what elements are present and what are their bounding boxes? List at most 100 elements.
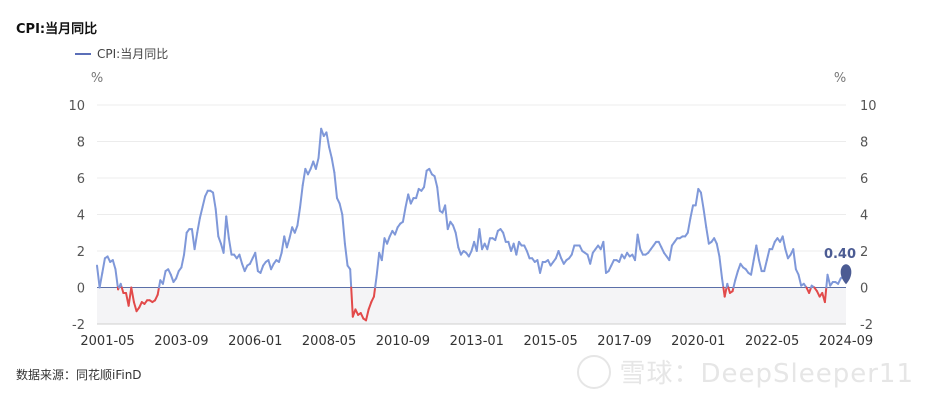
negative-band [97, 287, 846, 324]
line-segment [386, 235, 391, 245]
line-segment [359, 312, 365, 320]
line-segment [660, 246, 666, 254]
line-segment [446, 220, 452, 231]
line-segment [478, 228, 484, 251]
line-segment [415, 187, 420, 200]
line-segment [515, 240, 520, 256]
line-segment [636, 233, 642, 251]
y-unit-left: % [91, 71, 103, 86]
y-tick-label-right: -2 [860, 318, 873, 333]
y-tick-label-left: 10 [68, 99, 85, 114]
line-segment [267, 259, 273, 271]
line-segment [222, 215, 228, 254]
line-segment [335, 197, 341, 205]
line-segment [161, 270, 167, 285]
x-tick-label: 2017-09 [597, 334, 651, 349]
x-tick-label: 2010-09 [376, 334, 430, 349]
line-segment [494, 229, 499, 242]
line-segment [837, 277, 842, 285]
line-segment [467, 250, 473, 258]
end-marker[interactable]: 0.40 [824, 247, 856, 285]
line-segment [657, 240, 663, 249]
line-segment [198, 206, 204, 220]
y-tick-label-right: 8 [860, 136, 868, 151]
line-segment [204, 189, 209, 198]
line-segment [689, 204, 695, 220]
line-segment [639, 248, 644, 256]
line-segment [757, 259, 763, 273]
end-point-marker[interactable] [840, 264, 852, 285]
line-segment [314, 156, 320, 170]
line-segment [175, 270, 180, 280]
line-segment [96, 264, 101, 289]
line-segment [259, 264, 265, 274]
line-segment [243, 264, 249, 273]
line-segment [486, 237, 491, 251]
line-segment [502, 231, 507, 243]
line-segment [280, 235, 286, 254]
line-segment [765, 248, 771, 262]
line-segment [618, 253, 623, 263]
line-segment [238, 253, 244, 265]
line-segment [227, 237, 233, 256]
line-segment [715, 242, 721, 258]
data-source: 数据来源：同花顺iFinD [16, 368, 142, 382]
line-segment [713, 237, 718, 245]
line-segment [277, 251, 283, 263]
line-segment [702, 208, 708, 229]
line-segment [797, 273, 803, 287]
line-segment [111, 259, 117, 271]
line-segment [523, 244, 528, 252]
y-tick-label-right: 6 [860, 172, 868, 187]
line-segment [196, 217, 201, 234]
line-segment [589, 251, 594, 265]
y-tick-label-left: 8 [77, 136, 85, 151]
line-segment [436, 186, 441, 212]
y-tick-label-right: 2 [860, 245, 868, 260]
y-tick-label-left: 4 [77, 209, 85, 224]
line-segment [201, 195, 207, 209]
line-segment [270, 262, 275, 271]
line-segment [525, 250, 531, 260]
line-segment [317, 127, 323, 159]
line-segment [349, 268, 353, 289]
line-segment [320, 127, 325, 138]
line-segment [781, 235, 787, 251]
line-segment [570, 244, 576, 256]
line-segment [375, 251, 381, 278]
line-segment [254, 251, 259, 273]
line-segment [156, 286, 160, 296]
line-segment [106, 255, 112, 263]
line-segment [193, 231, 199, 251]
line-segment [578, 244, 584, 252]
line-segment [354, 308, 360, 316]
line-segment [394, 226, 399, 236]
x-tick-label: 2013-01 [450, 334, 504, 349]
line-segment [293, 224, 299, 234]
x-tick-label: 2015-05 [523, 334, 577, 349]
chart-legend[interactable]: CPI:当月同比 [75, 45, 168, 62]
line-segment [823, 286, 828, 304]
legend-swatch [75, 52, 91, 55]
x-tick-label: 2020-01 [671, 334, 725, 349]
y-axis-left: -2 0 2 4 6 8 10 [68, 99, 85, 333]
line-segment [792, 248, 797, 271]
line-segment [686, 217, 692, 234]
line-segment [98, 271, 104, 289]
line-segment [285, 237, 291, 249]
line-segment [401, 206, 407, 223]
line-segment [718, 255, 724, 280]
x-tick-label: 2001-05 [80, 334, 134, 349]
line-segment [539, 260, 544, 274]
line-segment [169, 273, 175, 284]
line-segment [380, 237, 386, 262]
line-segment [634, 233, 639, 262]
line-segment [130, 286, 135, 304]
line-segment [167, 268, 172, 276]
series-cpi[interactable] [96, 127, 847, 322]
line-segment [428, 167, 433, 176]
line-segment [705, 226, 710, 245]
line-segment [444, 204, 449, 231]
y-tick-label-left: -2 [72, 318, 85, 333]
